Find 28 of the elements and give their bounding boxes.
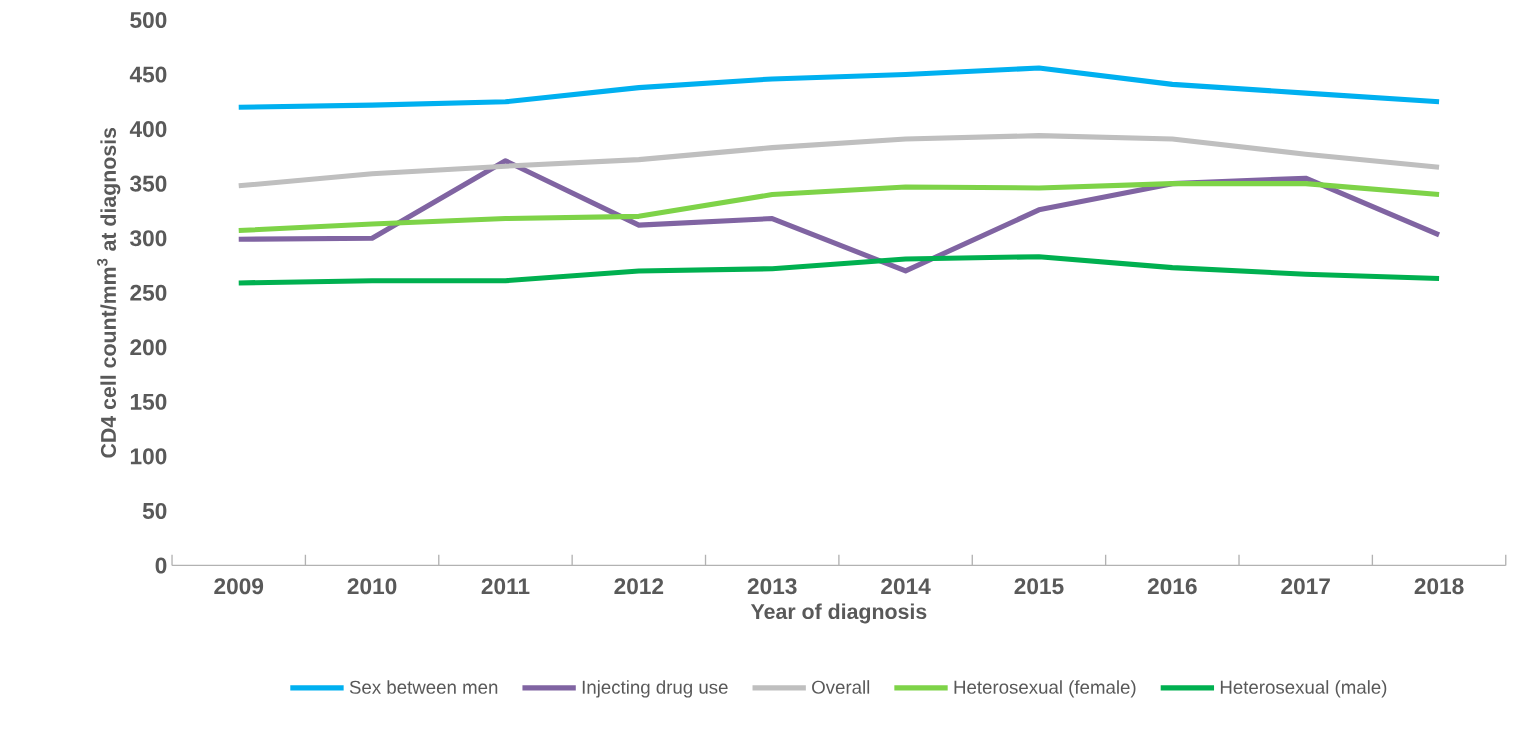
x-tick-label: 2010 bbox=[347, 578, 397, 595]
y-tick-label: 450 bbox=[129, 66, 167, 83]
legend-label: Injecting drug use bbox=[582, 680, 728, 698]
x-tick-label: 2016 bbox=[1147, 578, 1197, 595]
x-tick-label: 2011 bbox=[481, 578, 530, 595]
x-tick-label: 2013 bbox=[747, 578, 797, 595]
y-tick-label: 150 bbox=[130, 393, 167, 410]
x-tick-label: 2012 bbox=[614, 578, 664, 595]
legend-label: Sex between men bbox=[349, 680, 498, 694]
y-tick-label: 0 bbox=[155, 557, 167, 574]
y-tick-label: 400 bbox=[129, 121, 167, 138]
legend-label: Overall bbox=[812, 680, 870, 694]
y-tick-label: 350 bbox=[130, 175, 167, 192]
y-tick-label: 500 bbox=[130, 12, 167, 29]
y-tick-label: 100 bbox=[130, 448, 167, 465]
legend-label: Heterosexual (female) bbox=[954, 680, 1136, 698]
x-tick-label: 2015 bbox=[1014, 578, 1064, 595]
x-tick-label: 2014 bbox=[881, 578, 931, 595]
y-tick-label: 200 bbox=[130, 339, 167, 356]
y-tick-label: 300 bbox=[130, 230, 167, 247]
x-tick-label: 2018 bbox=[1414, 578, 1464, 595]
y-tick-label: 250 bbox=[130, 284, 167, 301]
y-tick-label: 50 bbox=[142, 502, 167, 520]
legend-label: Heterosexual (male) bbox=[1220, 680, 1387, 698]
x-axis-title: Year of diagnosis bbox=[750, 603, 927, 624]
y-axis-title: CD4 cell count/mm$^{3}$ at diagnosis bbox=[97, 127, 121, 458]
x-tick-label: 2017 bbox=[1281, 578, 1330, 595]
x-tick-label: 2009 bbox=[214, 578, 264, 595]
